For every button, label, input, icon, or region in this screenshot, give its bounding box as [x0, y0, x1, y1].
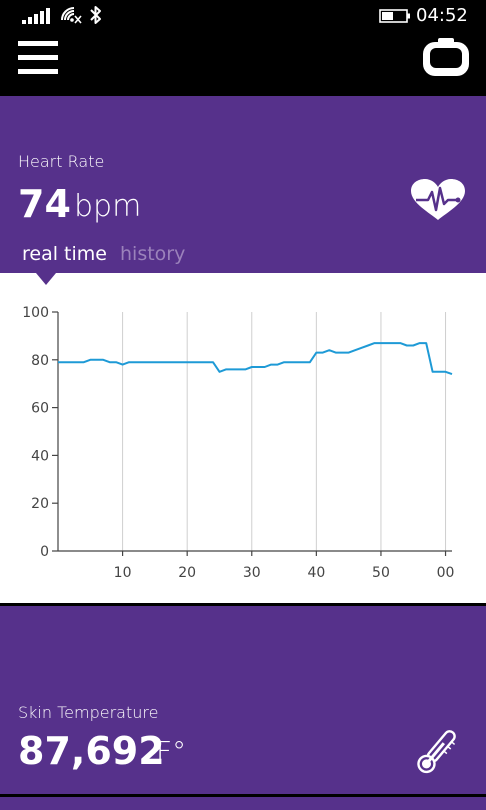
signal-icon — [22, 8, 50, 24]
x-tick-label: 10 — [114, 565, 132, 581]
skin-temperature-tile[interactable]: Skin Temperature 87,692 F° — [0, 606, 486, 794]
y-tick-label: 60 — [31, 401, 49, 417]
thermometer-icon — [417, 730, 456, 774]
tile-separator — [0, 603, 486, 606]
heart-rate-label: Heart Rate — [18, 152, 105, 171]
heart-rate-series-line — [58, 342, 453, 376]
x-tick-label: 00 — [437, 565, 455, 581]
app-bar — [0, 32, 486, 96]
x-tick-label: 30 — [243, 565, 261, 581]
y-tick-label: 20 — [31, 496, 49, 512]
status-bar: 04:52 — [0, 0, 486, 32]
skin-temperature-label: Skin Temperature — [18, 703, 159, 722]
band-device-icon[interactable] — [420, 36, 472, 80]
skin-temperature-unit: F° — [156, 735, 187, 768]
y-tick-label: 40 — [31, 448, 49, 464]
battery-icon — [379, 9, 410, 23]
y-tick-label: 0 — [40, 544, 49, 560]
x-tick-label: 50 — [372, 565, 390, 581]
heart-rate-tile[interactable]: Heart Rate 74 bpm real time history — [0, 96, 486, 273]
x-tick-label: 40 — [307, 565, 325, 581]
status-time: 04:52 — [416, 5, 468, 26]
heart-rate-value: 74 — [18, 182, 71, 226]
heart-rate-line-chart: 0 20 40 60 80 100 10 20 30 40 50 00 — [22, 305, 455, 581]
hamburger-menu-icon[interactable] — [18, 41, 58, 77]
skin-temperature-value: 87,692 — [18, 729, 165, 773]
x-tick-label: 20 — [178, 565, 196, 581]
active-tab-pointer — [36, 273, 56, 285]
y-tick-label: 80 — [31, 353, 49, 369]
heart-pulse-icon — [411, 179, 465, 220]
tab-history[interactable]: history — [120, 243, 186, 265]
y-tick-label: 100 — [22, 305, 49, 321]
wifi-icon — [61, 7, 82, 24]
heart-rate-chart: 0 20 40 60 80 100 10 20 30 40 50 00 — [0, 273, 486, 603]
next-tile-peek — [0, 797, 486, 810]
bluetooth-icon — [90, 6, 101, 24]
tab-real-time[interactable]: real time — [22, 243, 107, 265]
heart-rate-unit: bpm — [74, 189, 142, 224]
